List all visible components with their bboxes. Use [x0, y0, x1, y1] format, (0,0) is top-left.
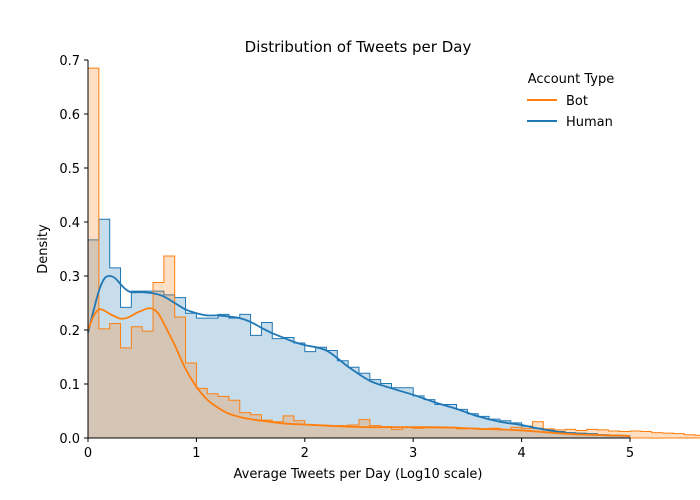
legend: Account Type Bot Human [527, 72, 614, 130]
chart-title: Distribution of Tweets per Day [245, 38, 472, 56]
legend-label-human: Human [566, 115, 613, 130]
y-tick-label: 0.4 [59, 216, 80, 231]
y-tick-label: 0.3 [59, 270, 80, 285]
x-axis-title: Average Tweets per Day (Log10 scale) [234, 467, 483, 482]
legend-label-bot: Bot [566, 94, 588, 109]
histogram-human [87, 218, 631, 439]
x-tick-label: 0 [84, 446, 92, 461]
kde-line-human [87, 275, 631, 437]
y-tick-label: 0.1 [59, 378, 80, 393]
y-tick-label: 0.7 [59, 54, 80, 69]
x-tick-label: 2 [301, 446, 309, 461]
y-axis-title: Density [36, 224, 51, 274]
y-tick-label: 0.2 [59, 324, 80, 339]
x-tick-label: 5 [626, 446, 634, 461]
x-tick-label: 3 [409, 446, 417, 461]
plot-area [87, 67, 700, 439]
y-tick-label: 0.6 [59, 108, 80, 123]
x-tick-label: 1 [192, 446, 200, 461]
kde-line-bot [87, 307, 631, 437]
axes: 0 1 2 3 4 5 0.0 0.1 0.2 0.3 0.4 0.5 0.6 0.7 [59, 54, 634, 461]
y-tick-label: 0.5 [59, 162, 80, 177]
x-tick-label: 4 [517, 446, 525, 461]
y-tick-label: 0.0 [59, 432, 80, 447]
legend-title: Account Type [528, 72, 614, 87]
